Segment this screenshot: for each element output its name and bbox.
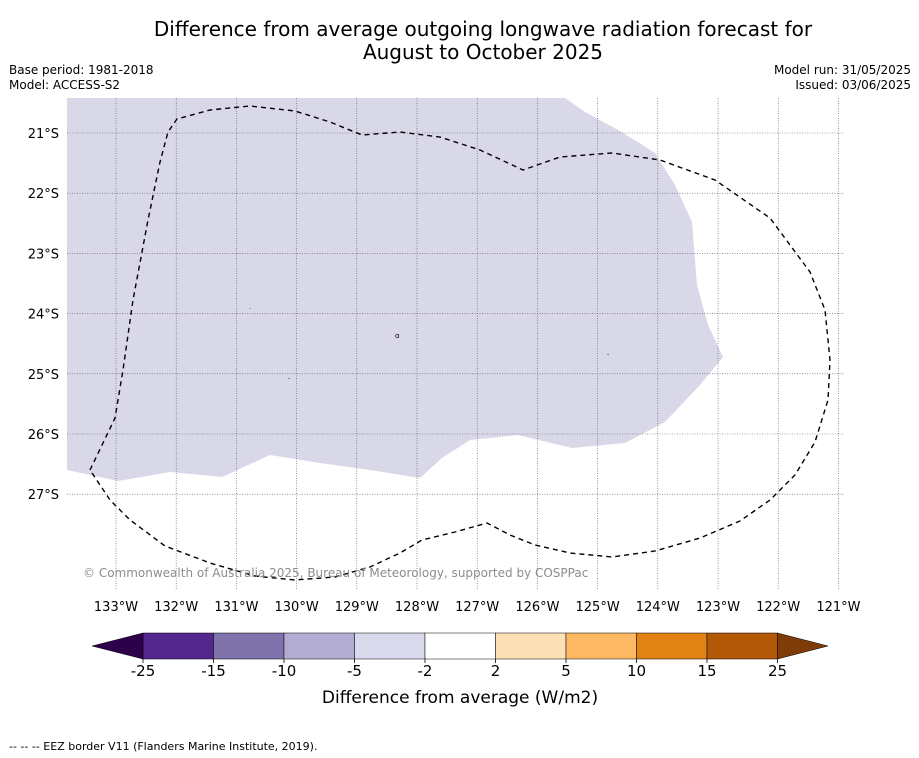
lon-label: 133°W xyxy=(94,600,138,615)
lon-label: 123°W xyxy=(696,600,740,615)
colorbar-segment xyxy=(495,632,567,660)
title-line-1: Difference from average outgoing longwav… xyxy=(153,17,813,41)
colorbar-tick-label: -5 xyxy=(347,662,362,680)
lon-label: 127°W xyxy=(455,600,499,615)
model-run: Model run: 31/05/2025 xyxy=(773,63,911,77)
colorbar-segment xyxy=(424,632,496,660)
colorbar-segment xyxy=(213,632,285,660)
base-period: Base period: 1981-2018 xyxy=(9,63,154,77)
lat-label: 23°S xyxy=(28,247,59,262)
colorbar-tick-label: -15 xyxy=(201,662,226,680)
lon-label: 122°W xyxy=(756,600,800,615)
lon-label: 125°W xyxy=(576,600,620,615)
lat-label: 27°S xyxy=(28,488,59,503)
lon-label: 130°W xyxy=(275,600,319,615)
lat-label: 21°S xyxy=(28,127,59,142)
colorbar-over-arrow xyxy=(777,632,829,660)
lon-label: 131°W xyxy=(214,600,258,615)
title-line-2: August to October 2025 xyxy=(362,40,604,64)
copyright-notice: © Commonwealth of Australia 2025, Bureau… xyxy=(83,566,588,580)
colorbar-tick-label: 10 xyxy=(627,662,646,680)
spec-3: - xyxy=(288,375,290,382)
colorbar-tick-label: 25 xyxy=(768,662,787,680)
map-gridlines xyxy=(67,98,843,590)
lat-label: 24°S xyxy=(28,308,59,323)
colorbar-title: Difference from average (W/m2) xyxy=(322,688,598,708)
colorbar-tick-label: -25 xyxy=(131,662,156,680)
colorbar-segment xyxy=(354,632,426,660)
lat-label: 26°S xyxy=(28,428,59,443)
lon-label: 132°W xyxy=(154,600,198,615)
latitude-labels: 21°S 22°S 23°S 24°S 25°S 26°S 27°S xyxy=(28,127,59,503)
meta-left: Base period: 1981-2018 Model: ACCESS-S2 xyxy=(9,63,154,93)
colorbar-tick-label: 15 xyxy=(697,662,716,680)
colorbar-ticks: -25 -15 -10 -5 -2 2 5 10 15 25 xyxy=(131,659,787,680)
longitude-labels: 133°W 132°W 131°W 130°W 129°W 128°W 127°W 126°W… xyxy=(94,600,861,615)
colorbar-segment xyxy=(636,632,708,660)
colorbar-segment xyxy=(283,632,355,660)
meta-right: Model run: 31/05/2025 Issued: 03/06/2025 xyxy=(774,63,911,93)
colorbar xyxy=(91,632,829,660)
lon-label: 124°W xyxy=(636,600,680,615)
spec-4: - xyxy=(607,351,609,358)
map-area: · ɑ - - xyxy=(67,98,843,590)
map-title: Difference from average outgoing longwav… xyxy=(0,18,919,64)
colorbar-segment xyxy=(706,632,778,660)
eez-legend-note: -- -- -- EEZ border V11 (Flanders Marine… xyxy=(9,740,318,753)
colorbar-under-arrow xyxy=(91,632,144,660)
lon-label: 129°W xyxy=(335,600,379,615)
lat-label: 22°S xyxy=(28,187,59,202)
lon-label: 126°W xyxy=(515,600,559,615)
colorbar-tick-label: -2 xyxy=(418,662,433,680)
colorbar-tick-label: -10 xyxy=(272,662,297,680)
colorbar-segment xyxy=(142,632,214,660)
lon-label: 121°W xyxy=(816,600,860,615)
spec-2: ɑ xyxy=(395,332,399,340)
issued-date: Issued: 03/06/2025 xyxy=(795,78,911,92)
model-name: Model: ACCESS-S2 xyxy=(9,78,121,92)
olr-anomaly-region xyxy=(67,98,723,481)
colorbar-segment xyxy=(565,632,637,660)
colorbar-tick-label: 5 xyxy=(561,662,571,680)
lon-label: 128°W xyxy=(395,600,439,615)
eez-border xyxy=(89,105,831,581)
lat-label: 25°S xyxy=(28,368,59,383)
spec-1: · xyxy=(249,306,251,313)
colorbar-tick-label: 2 xyxy=(491,662,501,680)
